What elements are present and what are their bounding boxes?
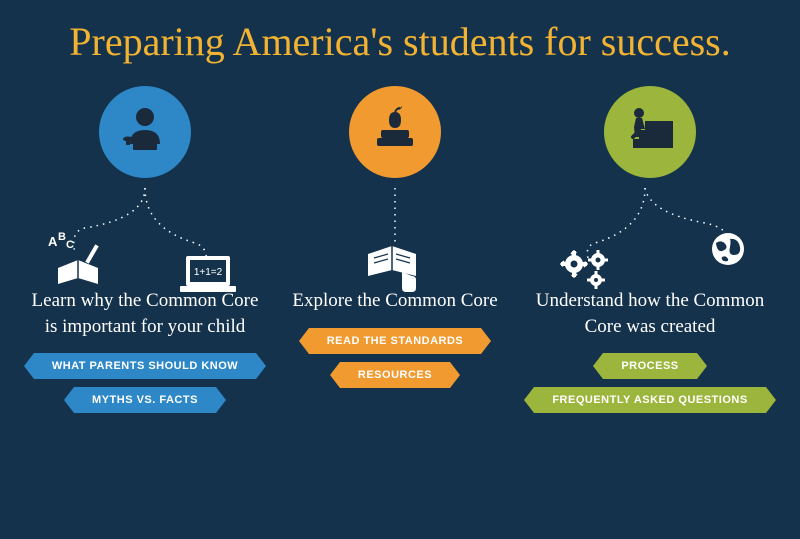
understand-subicons — [530, 188, 770, 288]
reader-icon — [115, 102, 175, 162]
svg-text:C: C — [66, 239, 74, 251]
globe-icon — [712, 233, 744, 265]
explore-circle — [349, 86, 441, 178]
svg-text:A: A — [48, 234, 58, 249]
column-understand: Understand how the Common Core was creat… — [530, 86, 770, 413]
open-book-hand-icon — [368, 246, 416, 292]
read-the-standards-button[interactable]: READ THE STANDARDS — [309, 328, 482, 354]
svg-text:B: B — [58, 231, 66, 243]
resources-button[interactable]: RESOURCES — [340, 362, 450, 388]
column-explore: Explore the Common Core READ THE STANDAR… — [280, 86, 510, 413]
what-parents-should-know-button[interactable]: WHAT PARENTS SHOULD KNOW — [34, 353, 256, 379]
myths-vs-facts-button[interactable]: MYTHS VS. FACTS — [74, 387, 216, 413]
page-headline: Preparing America's students for success… — [0, 0, 800, 66]
learn-subicons: A B C 1+1=2 — [30, 188, 260, 288]
explore-subicons — [280, 188, 510, 288]
process-button[interactable]: PROCESS — [603, 353, 696, 379]
laptop-math-icon: 1+1=2 — [180, 256, 236, 292]
understand-circle — [604, 86, 696, 178]
apple-books-icon — [365, 102, 425, 162]
learn-circle — [99, 86, 191, 178]
column-learn: A B C 1+1=2 Learn why the Common Core is — [30, 86, 260, 413]
columns-container: A B C 1+1=2 Learn why the Common Core is — [0, 66, 800, 413]
person-stairs-icon — [619, 101, 681, 163]
abc-book-icon: A B C — [48, 231, 99, 284]
svg-text:1+1=2: 1+1=2 — [194, 267, 223, 278]
frequently-asked-questions-button[interactable]: FREQUENTLY ASKED QUESTIONS — [534, 387, 765, 413]
gears-icon — [560, 250, 608, 289]
